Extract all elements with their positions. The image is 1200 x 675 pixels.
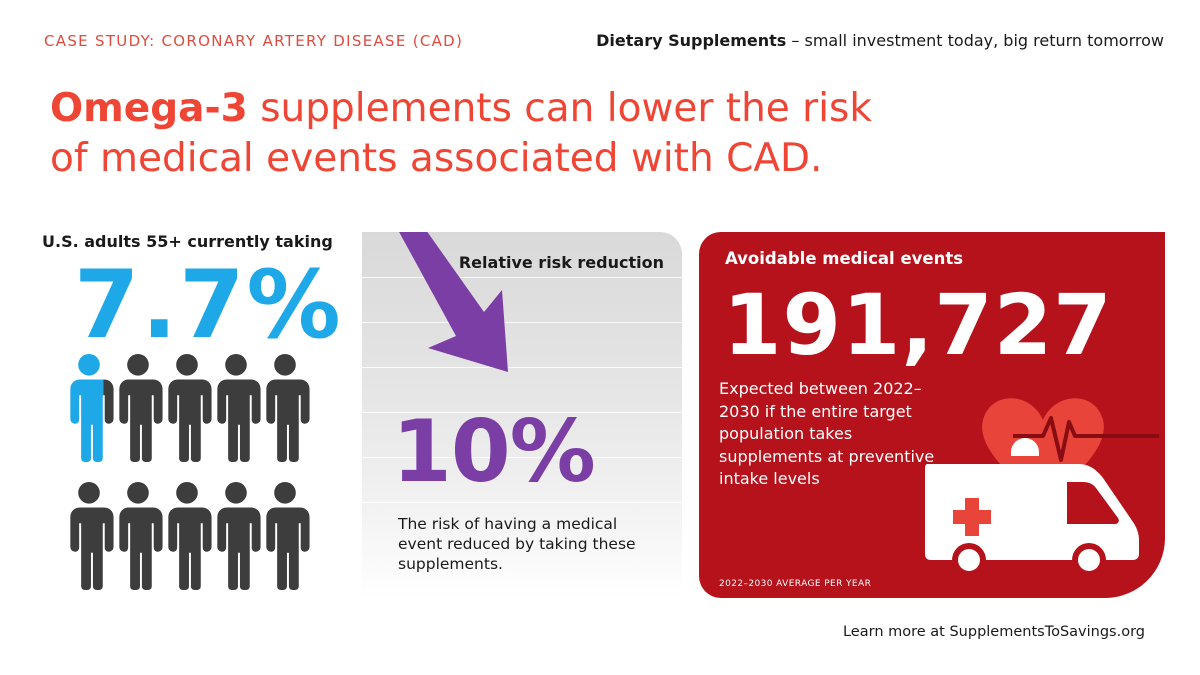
panel-stripe — [362, 412, 682, 413]
avoidable-events-panel: Avoidable medical events 191,727 Expecte… — [699, 232, 1165, 598]
top-bar: CASE STUDY: CORONARY ARTERY DISEASE (CAD… — [44, 31, 1164, 54]
headline-line-1: Omega-3 supplements can lower the risk — [50, 84, 1050, 134]
risk-reduction-value: 10% — [392, 402, 596, 502]
person-icon — [217, 481, 261, 591]
ambulance-icon — [925, 464, 1139, 572]
risk-reduction-panel: Relative risk reduction 10% The risk of … — [362, 232, 682, 598]
headline: Omega-3 supplements can lower the risk o… — [50, 84, 1050, 184]
tagline-rest: – small investment today, big return tom… — [786, 31, 1164, 50]
footer: Learn more at SupplementsToSavings.org — [843, 624, 1145, 640]
avoidable-events-description: Expected between 2022–2030 if the entire… — [719, 379, 935, 488]
heartbeat-line-icon — [1013, 416, 1159, 462]
adults-taking-title: U.S. adults 55+ currently taking — [42, 232, 333, 251]
tagline: Dietary Supplements – small investment t… — [596, 31, 1164, 50]
siren-icon — [1011, 438, 1039, 456]
avoidable-events-title: Avoidable medical events — [725, 249, 964, 268]
person-icon — [119, 481, 163, 591]
tagline-bold: Dietary Supplements — [596, 31, 787, 50]
ambulance-heart-illustration — [925, 398, 1159, 572]
avoidable-events-value: 191,727 — [723, 276, 1113, 374]
adults-taking-value: 7.7% — [74, 251, 343, 360]
person-icon — [168, 481, 212, 591]
headline-line-1-rest: supplements can lower the risk — [247, 86, 872, 131]
person-icon — [119, 353, 163, 463]
person-icon — [266, 353, 310, 463]
person-icon — [70, 353, 114, 463]
panel-stripe — [362, 277, 682, 278]
risk-reduction-description: The risk of having a medical event reduc… — [398, 515, 636, 573]
panel-stripe — [362, 367, 682, 368]
person-icon — [168, 353, 212, 463]
panel-stripe — [362, 502, 682, 503]
case-study-label: CASE STUDY: CORONARY ARTERY DISEASE (CAD… — [44, 32, 464, 50]
avoidable-events-footnote: 2022–2030 AVERAGE PER YEAR — [719, 579, 872, 589]
headline-strong: Omega-3 — [50, 86, 248, 131]
risk-reduction-title: Relative risk reduction — [458, 253, 664, 272]
footer-link[interactable]: SupplementsToSavings.org — [949, 624, 1145, 640]
people-icon-grid — [64, 352, 324, 600]
person-icon — [266, 481, 310, 591]
person-icon — [70, 481, 114, 591]
person-icon — [217, 353, 261, 463]
footer-prefix: Learn more at — [842, 624, 950, 640]
down-arrow-icon — [399, 232, 508, 372]
panel-stripe — [362, 322, 682, 323]
headline-line-2: of medical events associated with CAD. — [50, 136, 823, 181]
panel-stripe — [362, 457, 682, 458]
